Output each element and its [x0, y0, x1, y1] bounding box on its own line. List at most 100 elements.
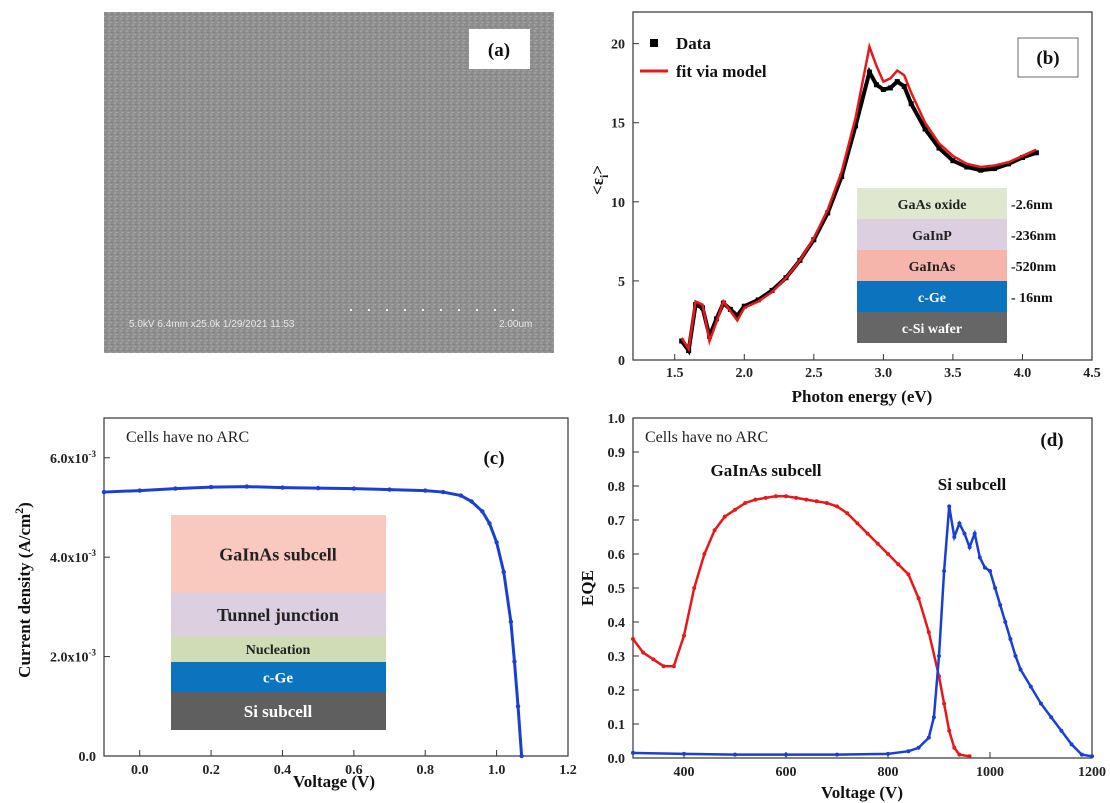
gainas-eqe-point	[763, 495, 768, 500]
x-tick-label: 2.0	[736, 366, 754, 381]
stack-layer	[857, 312, 1007, 343]
cell-stack-layer-name: c-Ge	[263, 670, 293, 686]
data-point	[922, 126, 928, 132]
y-tick-label: 0.9	[608, 446, 626, 461]
si-eqe-point	[972, 531, 977, 536]
y-tick-label: 10	[611, 196, 625, 211]
gainas-eqe-point	[926, 630, 931, 635]
si-eqe-point	[886, 751, 890, 756]
si-eqe-point	[947, 504, 952, 509]
gainas-eqe-point	[886, 552, 890, 556]
jv-point	[469, 499, 474, 504]
si-eqe-point	[784, 752, 788, 757]
panel-d-chart: 400 600 800 1000 1200 0.00.10.20.30.40.50.60…	[578, 412, 1106, 802]
cell-stack-layer	[171, 593, 386, 636]
cell-stack-layer-name: Tunnel junction	[217, 605, 339, 625]
x-tick-label: 0.8	[416, 763, 434, 778]
jv-point	[501, 569, 506, 575]
panel-d-annotation: Cells have no ARC	[645, 429, 768, 446]
si-eqe-point	[957, 521, 962, 526]
jv-point	[351, 486, 357, 491]
y-tick-label: 20	[611, 38, 625, 53]
cell-stack-layer	[171, 692, 386, 730]
si-eqe-point	[1018, 667, 1023, 672]
x-tick-label: 0.4	[274, 763, 292, 778]
gainas-eqe-point	[794, 495, 799, 500]
data-point	[901, 83, 907, 89]
data-point	[894, 79, 900, 85]
si-eqe-line	[632, 506, 1093, 758]
si-eqe-point	[1059, 728, 1064, 733]
jv-point	[480, 509, 485, 514]
y-tick-label: 0.8	[608, 480, 626, 495]
gainas-eqe-line	[632, 494, 970, 758]
panel-b-x-ticks: 1.5 2.0 2.5 3.0 3.5 4.0 4.5	[666, 354, 1101, 381]
si-eqe-point	[952, 535, 957, 539]
jv-point	[315, 485, 321, 491]
gainas-eqe-point	[804, 497, 809, 502]
data-point	[741, 303, 747, 309]
panel-d-x-axis-label: Voltage (V)	[821, 783, 903, 802]
gainas-eqe-point	[855, 521, 860, 526]
si-eqe-point	[1090, 754, 1094, 759]
gainas-eqe-point	[967, 754, 972, 759]
cell-stack-layer-name: Nucleation	[246, 643, 311, 658]
jv-point	[487, 521, 492, 526]
cell-stack-layer-name: Si subcell	[244, 702, 313, 721]
gainas-eqe-point	[896, 562, 901, 567]
panel-c-label: (c)	[483, 448, 504, 469]
gainas-eqe-point	[952, 745, 957, 750]
jv-point	[280, 485, 285, 490]
gainas-eqe-point	[712, 528, 717, 533]
x-tick-label: 1.5	[666, 366, 684, 381]
y-tick-label: 0.5	[608, 582, 626, 597]
jv-point	[519, 753, 524, 759]
si-eqe-point	[982, 565, 987, 570]
si-eqe-point	[962, 531, 967, 536]
data-point	[978, 167, 984, 173]
gainas-eqe-point	[702, 552, 707, 556]
stack-layer-name: GaInAs	[909, 260, 956, 275]
panel-b-label: (b)	[1036, 48, 1059, 69]
panel-c-annotation: Cells have no ARC	[126, 429, 249, 446]
panel-c-series	[101, 484, 524, 759]
panel-d-y-axis-label: EQE	[578, 570, 597, 606]
y-tick-label: 0.0	[608, 752, 626, 767]
panel-b-x-axis-label: Photon energy (eV)	[792, 387, 933, 406]
gainas-eqe-point	[916, 596, 921, 601]
panel-a: (a) 5.0kV 6.4mm x25.0k 1/29/2021 11:53 2…	[104, 12, 554, 353]
cell-stack-layer	[171, 636, 386, 662]
y-tick-label: 15	[611, 117, 625, 132]
x-tick-label: 0.0	[131, 763, 149, 778]
panel-b-series	[679, 42, 1039, 356]
data-point	[873, 82, 879, 88]
data-point	[887, 85, 893, 91]
jv-point	[423, 488, 428, 493]
panel-d-series	[631, 494, 1094, 759]
gainas-eqe-point	[814, 499, 819, 504]
gainas-eqe-point	[692, 586, 697, 590]
gainas-eqe-point	[845, 511, 850, 516]
si-eqe-point	[998, 603, 1003, 607]
x-tick-label: 1.0	[488, 763, 506, 778]
gainas-eqe-point	[671, 664, 676, 669]
si-eqe-point	[1049, 715, 1054, 720]
y-tick-label: 0.7	[608, 514, 626, 529]
x-tick-label: 1000	[976, 765, 1004, 780]
jv-point	[173, 486, 178, 491]
stack-layer	[857, 219, 1007, 250]
gainas-eqe-point	[906, 572, 911, 577]
gainas-eqe-point	[947, 728, 952, 733]
si-eqe-point	[916, 745, 921, 750]
si-eqe-point	[967, 545, 972, 550]
gainas-eqe-point	[641, 650, 646, 655]
data-point	[734, 313, 740, 319]
panel-c-plot-frame	[103, 417, 569, 757]
data-point	[679, 338, 685, 344]
si-eqe-point	[1013, 654, 1018, 658]
stack-layer-thickness: -2.6nm	[1011, 198, 1053, 213]
panel-c-y-axis-label: Current density (A/cm2)	[12, 502, 34, 678]
y-tick-label: 0	[618, 354, 625, 369]
y-tick-label: 0.3	[608, 650, 626, 665]
